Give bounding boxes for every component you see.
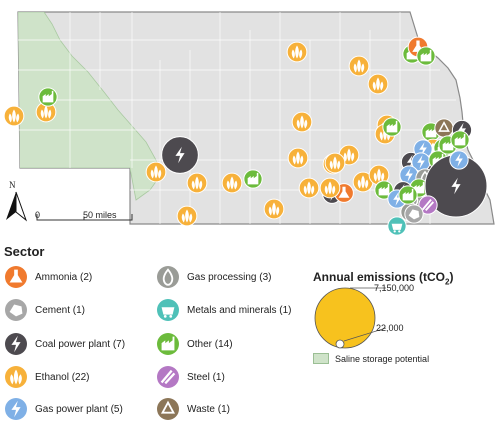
facility-marker-cement [404, 204, 424, 224]
saline-swatch [313, 353, 329, 364]
legend-item-cement: Cement (1) [4, 298, 85, 322]
facility-markers [3, 36, 488, 236]
lightning-icon [5, 398, 27, 420]
north-arrow-right [15, 191, 28, 222]
facility-marker-other [450, 130, 470, 150]
legend-item-steel: Steel (1) [156, 365, 225, 389]
legend-label: Coal power plant (7) [35, 338, 126, 350]
legend-label: Metals and minerals (1) [187, 304, 292, 316]
facility-marker-ethanol [298, 177, 320, 199]
facility-marker-ethanol [3, 105, 25, 127]
legend-item-ethanol: Ethanol (22) [4, 365, 89, 389]
facility-marker-ethanol [186, 172, 208, 194]
emissions-max-circle [314, 287, 376, 349]
flame-icon [157, 266, 179, 288]
scale-end-label: 50 miles [83, 210, 117, 220]
legend-label: Other (14) [187, 338, 233, 350]
factory-icon [157, 333, 179, 355]
facility-marker-metals [387, 216, 407, 236]
legend-label: Cement (1) [35, 304, 86, 316]
facility-marker-ethanol [286, 41, 308, 63]
emissions-max-label: 7,150,000 [374, 283, 415, 293]
facility-marker-coal [161, 136, 199, 174]
legend-label: Gas processing (3) [187, 271, 272, 283]
facility-marker-ethanol [348, 55, 370, 77]
legend-label: Waste (1) [187, 403, 230, 415]
emissions-legend-title: Annual emissions (tCO2) [313, 270, 454, 287]
saline-legend: Saline storage potential [313, 353, 429, 364]
facility-marker-ethanol [352, 171, 374, 193]
recycle-icon [157, 398, 179, 420]
facility-marker-ethanol [287, 147, 309, 169]
legend-item-gas-processing: Gas processing (3) [156, 265, 271, 289]
facility-marker-steel [418, 195, 438, 215]
wheat-icon [5, 366, 27, 388]
facility-marker-ethanol [324, 152, 346, 174]
legend-item-coal: Coal power plant (7) [4, 332, 125, 356]
facility-marker-other [243, 169, 263, 189]
facility-marker-ethanol [291, 111, 313, 133]
emissions-min-circle [335, 339, 345, 349]
scale-bar [36, 214, 133, 221]
facility-marker-other [416, 46, 436, 66]
facility-marker-other [38, 87, 58, 107]
county-lines [18, 12, 486, 224]
legend-item-other: Other (14) [156, 332, 233, 356]
emissions-min-leader [343, 327, 387, 342]
facility-marker-ethanol [221, 172, 243, 194]
facility-marker-ethanol [368, 164, 390, 186]
scale-start-label: 0 [35, 210, 41, 220]
lightning-icon [5, 333, 27, 355]
saline-legend-label: Saline storage potential [335, 353, 430, 364]
legend-label: Gas power plant (5) [35, 403, 123, 415]
legend-item-waste: Waste (1) [156, 397, 230, 421]
facility-marker-other [398, 185, 418, 205]
legend-label: Steel (1) [187, 371, 225, 383]
emissions-min-label: 22,000 [376, 323, 404, 333]
legend-item-metals: Metals and minerals (1) [156, 298, 291, 322]
steel-beam-icon [157, 366, 179, 388]
legend-label: Ammonia (2) [35, 271, 93, 283]
facility-marker-ethanol [176, 205, 198, 227]
facility-marker-ethanol [145, 161, 167, 183]
minecart-icon [157, 299, 179, 321]
legend-item-ammonia: Ammonia (2) [4, 265, 92, 289]
facility-marker-ethanol [367, 73, 389, 95]
facility-marker-waste [434, 118, 454, 138]
emissions-size-legend [314, 287, 387, 349]
facility-marker-gas-power [449, 150, 469, 170]
legend-label: Ethanol (22) [35, 371, 90, 383]
legend-item-gas-power: Gas power plant (5) [4, 397, 123, 421]
north-label: N [9, 180, 16, 190]
facility-marker-ethanol [319, 177, 341, 199]
north-arrow [6, 191, 28, 222]
nebraska-map [3, 11, 495, 236]
north-arrow-left [6, 192, 16, 220]
ammonia-icon [5, 266, 27, 288]
facility-marker-ethanol [263, 198, 285, 220]
facility-marker-other [382, 117, 402, 137]
legend-title: Sector [4, 244, 45, 259]
cement-icon [5, 299, 27, 321]
